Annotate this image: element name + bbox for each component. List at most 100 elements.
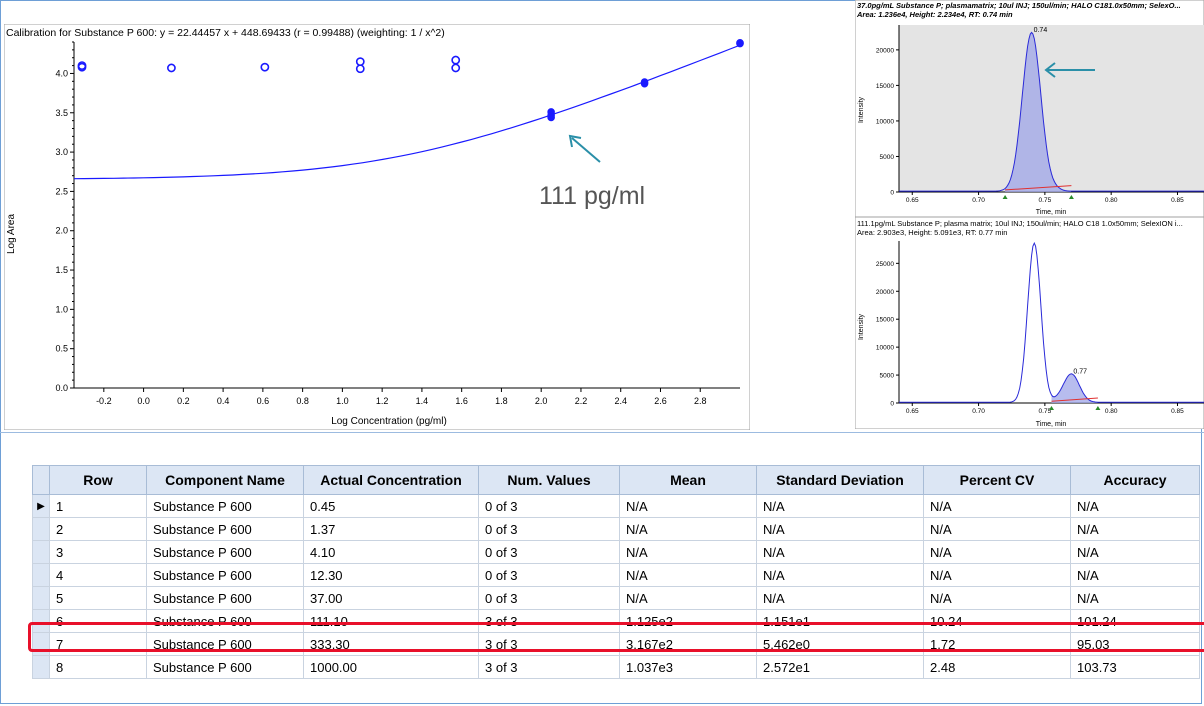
cell-accuracy[interactable]: 95.03 <box>1070 632 1200 656</box>
cell-actual-concentration[interactable]: 12.30 <box>303 563 479 587</box>
row-selector[interactable] <box>32 517 50 541</box>
cell-actual-concentration[interactable]: 4.10 <box>303 540 479 564</box>
cell-standard-deviation[interactable]: N/A <box>756 586 924 610</box>
cell-standard-deviation[interactable]: N/A <box>756 517 924 541</box>
table-row[interactable]: 8 Substance P 600 1000.00 3 of 3 1.037e3 2.57… <box>32 655 1200 679</box>
cell-mean[interactable]: N/A <box>619 540 757 564</box>
table-row[interactable]: 3 Substance P 600 4.10 0 of 3 N/A N/A N/A N/A <box>32 540 1200 564</box>
cell-row-number[interactable]: 5 <box>49 586 147 610</box>
y-tick-label: 20000 <box>876 47 894 54</box>
table-row[interactable]: 5 Substance P 600 37.00 0 of 3 N/A N/A N/A N/A <box>32 586 1200 610</box>
cell-num-values[interactable]: 0 of 3 <box>478 563 620 587</box>
row-selector-header <box>32 465 50 495</box>
integration-marker <box>1002 195 1008 199</box>
cell-actual-concentration[interactable]: 1000.00 <box>303 655 479 679</box>
column-header-percent-cv[interactable]: Percent CV <box>923 465 1071 495</box>
row-selector[interactable] <box>32 655 50 679</box>
chrom-bottom-subtitle: Area: 2.903e3, Height: 5.091e3, RT: 0.77… <box>857 228 1007 237</box>
chrom-top-arrow <box>1044 62 1095 78</box>
row-selector[interactable] <box>32 540 50 564</box>
column-header-num-values[interactable]: Num. Values <box>478 465 620 495</box>
cell-standard-deviation[interactable]: N/A <box>756 540 924 564</box>
column-header-actual-concentration[interactable]: Actual Concentration <box>303 465 479 495</box>
cell-mean[interactable]: N/A <box>619 517 757 541</box>
cell-num-values[interactable]: 3 of 3 <box>478 609 620 633</box>
x-tick-label: 2.0 <box>535 396 548 406</box>
cell-component-name[interactable]: Substance P 600 <box>146 632 304 656</box>
chrom-bottom-ylabel: Intensity <box>858 313 865 340</box>
cell-actual-concentration[interactable]: 111.10 <box>303 609 479 633</box>
x-tick-label: 2.4 <box>614 396 627 406</box>
x-tick-label: 0.65 <box>906 408 919 415</box>
cell-percent-cv[interactable]: 1.72 <box>923 632 1071 656</box>
cell-component-name[interactable]: Substance P 600 <box>146 540 304 564</box>
cell-standard-deviation[interactable]: 1.151e1 <box>756 609 924 633</box>
cell-row-number[interactable]: 1 <box>49 494 147 518</box>
cell-actual-concentration[interactable]: 1.37 <box>303 517 479 541</box>
cell-percent-cv[interactable]: N/A <box>923 540 1071 564</box>
table-row[interactable]: 2 Substance P 600 1.37 0 of 3 N/A N/A N/A N/A <box>32 517 1200 541</box>
cell-mean[interactable]: N/A <box>619 494 757 518</box>
cell-percent-cv[interactable]: N/A <box>923 494 1071 518</box>
cell-standard-deviation[interactable]: 2.572e1 <box>756 655 924 679</box>
cell-mean[interactable]: 1.037e3 <box>619 655 757 679</box>
table-row[interactable]: ▶ 1 Substance P 600 0.45 0 of 3 N/A N/A N/A N/A <box>32 494 1200 518</box>
row-selector[interactable] <box>32 586 50 610</box>
cell-accuracy[interactable]: N/A <box>1070 563 1200 587</box>
cell-percent-cv[interactable]: N/A <box>923 517 1071 541</box>
cell-component-name[interactable]: Substance P 600 <box>146 563 304 587</box>
cell-accuracy[interactable]: N/A <box>1070 540 1200 564</box>
cell-accuracy[interactable]: N/A <box>1070 586 1200 610</box>
cell-percent-cv[interactable]: N/A <box>923 586 1071 610</box>
cell-num-values[interactable]: 0 of 3 <box>478 517 620 541</box>
cell-num-values[interactable]: 3 of 3 <box>478 632 620 656</box>
column-header-component-name[interactable]: Component Name <box>146 465 304 495</box>
table-row[interactable]: 4 Substance P 600 12.30 0 of 3 N/A N/A N/A N/A <box>32 563 1200 587</box>
cell-component-name[interactable]: Substance P 600 <box>146 517 304 541</box>
cell-accuracy[interactable]: 103.73 <box>1070 655 1200 679</box>
cell-num-values[interactable]: 0 of 3 <box>478 586 620 610</box>
row-selector[interactable]: ▶ <box>32 494 50 518</box>
cell-accuracy[interactable]: N/A <box>1070 517 1200 541</box>
cell-mean[interactable]: N/A <box>619 563 757 587</box>
cell-mean[interactable]: 3.167e2 <box>619 632 757 656</box>
cell-num-values[interactable]: 3 of 3 <box>478 655 620 679</box>
cell-percent-cv[interactable]: 2.48 <box>923 655 1071 679</box>
cell-component-name[interactable]: Substance P 600 <box>146 586 304 610</box>
column-header-standard-deviation[interactable]: Standard Deviation <box>756 465 924 495</box>
chrom-top-ylabel: Intensity <box>858 96 865 123</box>
row-selector[interactable] <box>32 563 50 587</box>
cell-num-values[interactable]: 0 of 3 <box>478 540 620 564</box>
cell-actual-concentration[interactable]: 333.30 <box>303 632 479 656</box>
cell-row-number[interactable]: 3 <box>49 540 147 564</box>
calibration-axes: 0.0 0.5 1.0 1.5 2.0 2.5 3.0 3.5 4.0 -0.2 0.0 0.2 0.4… <box>55 41 740 406</box>
y-tick-label: 5000 <box>880 154 895 161</box>
y-tick-label: 0.5 <box>55 344 68 354</box>
cell-percent-cv[interactable]: N/A <box>923 563 1071 587</box>
cell-row-number[interactable]: 2 <box>49 517 147 541</box>
cell-accuracy[interactable]: N/A <box>1070 494 1200 518</box>
x-tick-label: 1.4 <box>416 396 429 406</box>
cell-mean[interactable]: N/A <box>619 586 757 610</box>
cell-standard-deviation[interactable]: 5.462e0 <box>756 632 924 656</box>
cell-actual-concentration[interactable]: 0.45 <box>303 494 479 518</box>
column-header-row[interactable]: Row <box>49 465 147 495</box>
cell-standard-deviation[interactable]: N/A <box>756 563 924 587</box>
cell-component-name[interactable]: Substance P 600 <box>146 655 304 679</box>
cell-actual-concentration[interactable]: 37.00 <box>303 586 479 610</box>
column-header-accuracy[interactable]: Accuracy <box>1070 465 1200 495</box>
y-tick-label: 25000 <box>876 261 894 268</box>
table-row[interactable]: 6 Substance P 600 111.10 3 of 3 1.125e2 1.151… <box>32 609 1200 633</box>
calibration-points <box>77 38 744 122</box>
cell-row-number[interactable]: 8 <box>49 655 147 679</box>
cell-component-name[interactable]: Substance P 600 <box>146 494 304 518</box>
excluded-point <box>77 62 87 72</box>
cell-standard-deviation[interactable]: N/A <box>756 494 924 518</box>
column-header-mean[interactable]: Mean <box>619 465 757 495</box>
cell-row-number[interactable]: 4 <box>49 563 147 587</box>
y-axis-label: Log Area <box>6 214 17 254</box>
y-tick-label: 0 <box>890 401 894 408</box>
cell-num-values[interactable]: 0 of 3 <box>478 494 620 518</box>
table-row[interactable]: 7 Substance P 600 333.30 3 of 3 3.167e2 5.462… <box>32 632 1200 656</box>
table-header-row: Row Component Name Actual Concentration … <box>32 465 1200 495</box>
